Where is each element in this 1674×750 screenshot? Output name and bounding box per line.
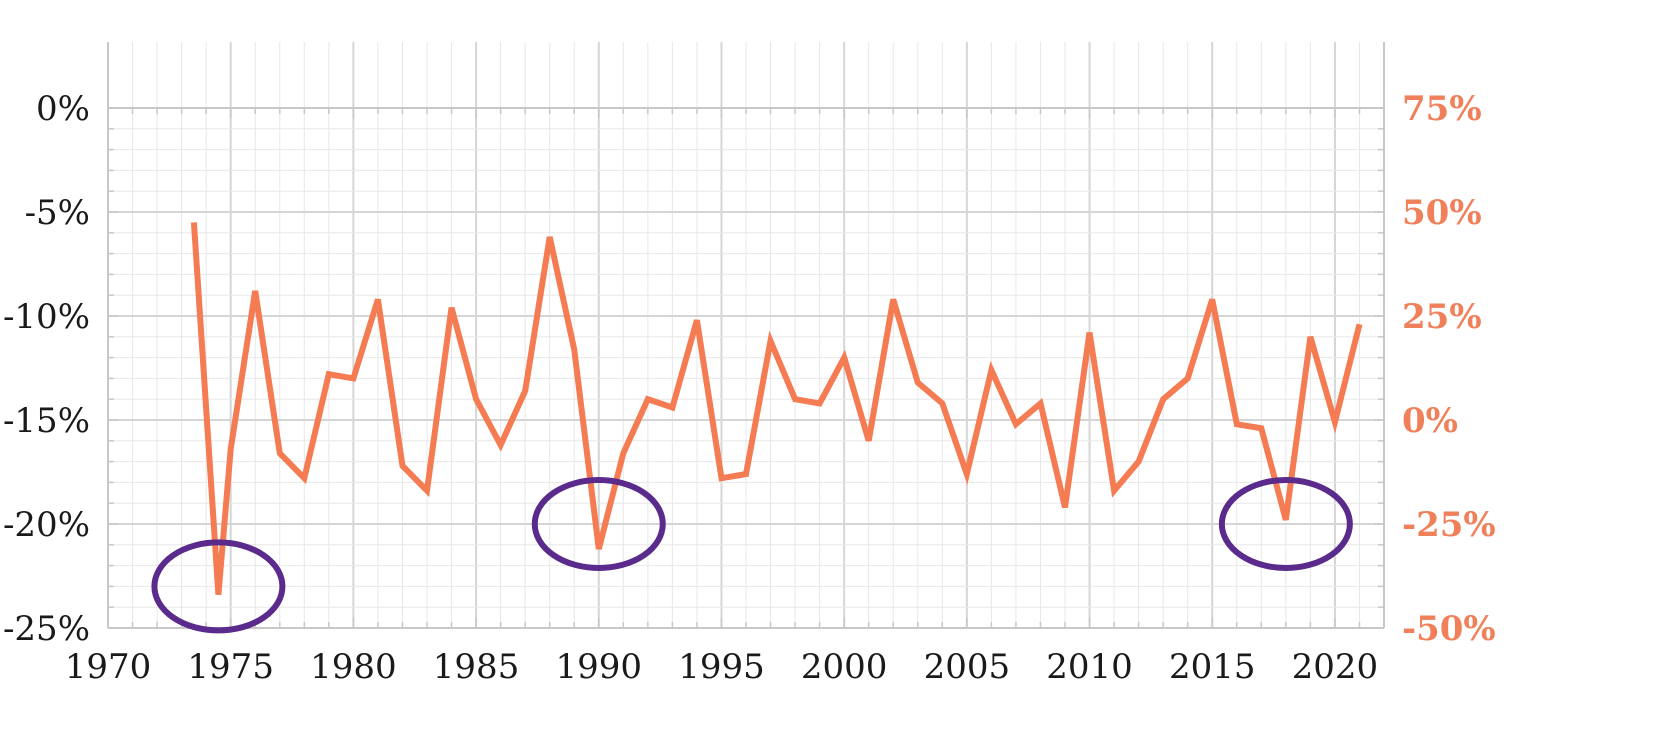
y-right-tick-label: 75% xyxy=(1402,89,1482,129)
y-left-tick-label: -20% xyxy=(3,505,90,545)
y-right-tick-label: -50% xyxy=(1402,609,1496,649)
x-tick-label: 1980 xyxy=(310,647,397,687)
series-line xyxy=(190,222,1363,595)
x-tick-label: 2015 xyxy=(1169,647,1256,687)
grid-layer xyxy=(108,42,1384,629)
x-tick-label: 1975 xyxy=(187,647,274,687)
y-right-tick-label: -25% xyxy=(1402,505,1496,545)
x-tick-label: 2005 xyxy=(924,647,1011,687)
x-tick-label: 1990 xyxy=(556,647,643,687)
y-left-tick-label: -15% xyxy=(3,401,90,441)
y-right-tick-label: 50% xyxy=(1402,193,1482,233)
series-layer xyxy=(190,222,1363,595)
x-tick-label: 2010 xyxy=(1046,647,1133,687)
y-left-tick-label: -5% xyxy=(25,193,90,233)
right-axis-ticks: 75% 50% 25% 0% -25% -50% xyxy=(1402,89,1496,649)
annotation-layer xyxy=(151,477,1353,634)
y-left-tick-label: 0% xyxy=(36,89,90,129)
y-left-tick-label: -10% xyxy=(3,297,90,337)
x-tick-label: 2020 xyxy=(1292,647,1379,687)
highlight-ellipse xyxy=(531,477,666,571)
y-right-tick-label: 0% xyxy=(1402,401,1458,441)
y-right-tick-label: 25% xyxy=(1402,297,1482,337)
y-left-tick-label: -25% xyxy=(3,609,90,649)
plot-frame xyxy=(107,42,1385,629)
highlight-ellipse xyxy=(1218,477,1353,571)
x-tick-label: 1970 xyxy=(65,647,152,687)
x-tick-label: 2000 xyxy=(801,647,888,687)
x-tick-label: 1985 xyxy=(433,647,520,687)
left-axis-ticks: 0% -5% -10% -15% -20% -25% xyxy=(3,89,90,649)
highlight-ellipse xyxy=(151,539,286,634)
x-tick-label: 1995 xyxy=(678,647,765,687)
x-axis-ticks: 1970 1975 1980 1985 1990 1995 2000 2005 2010 2015… xyxy=(65,647,1378,687)
